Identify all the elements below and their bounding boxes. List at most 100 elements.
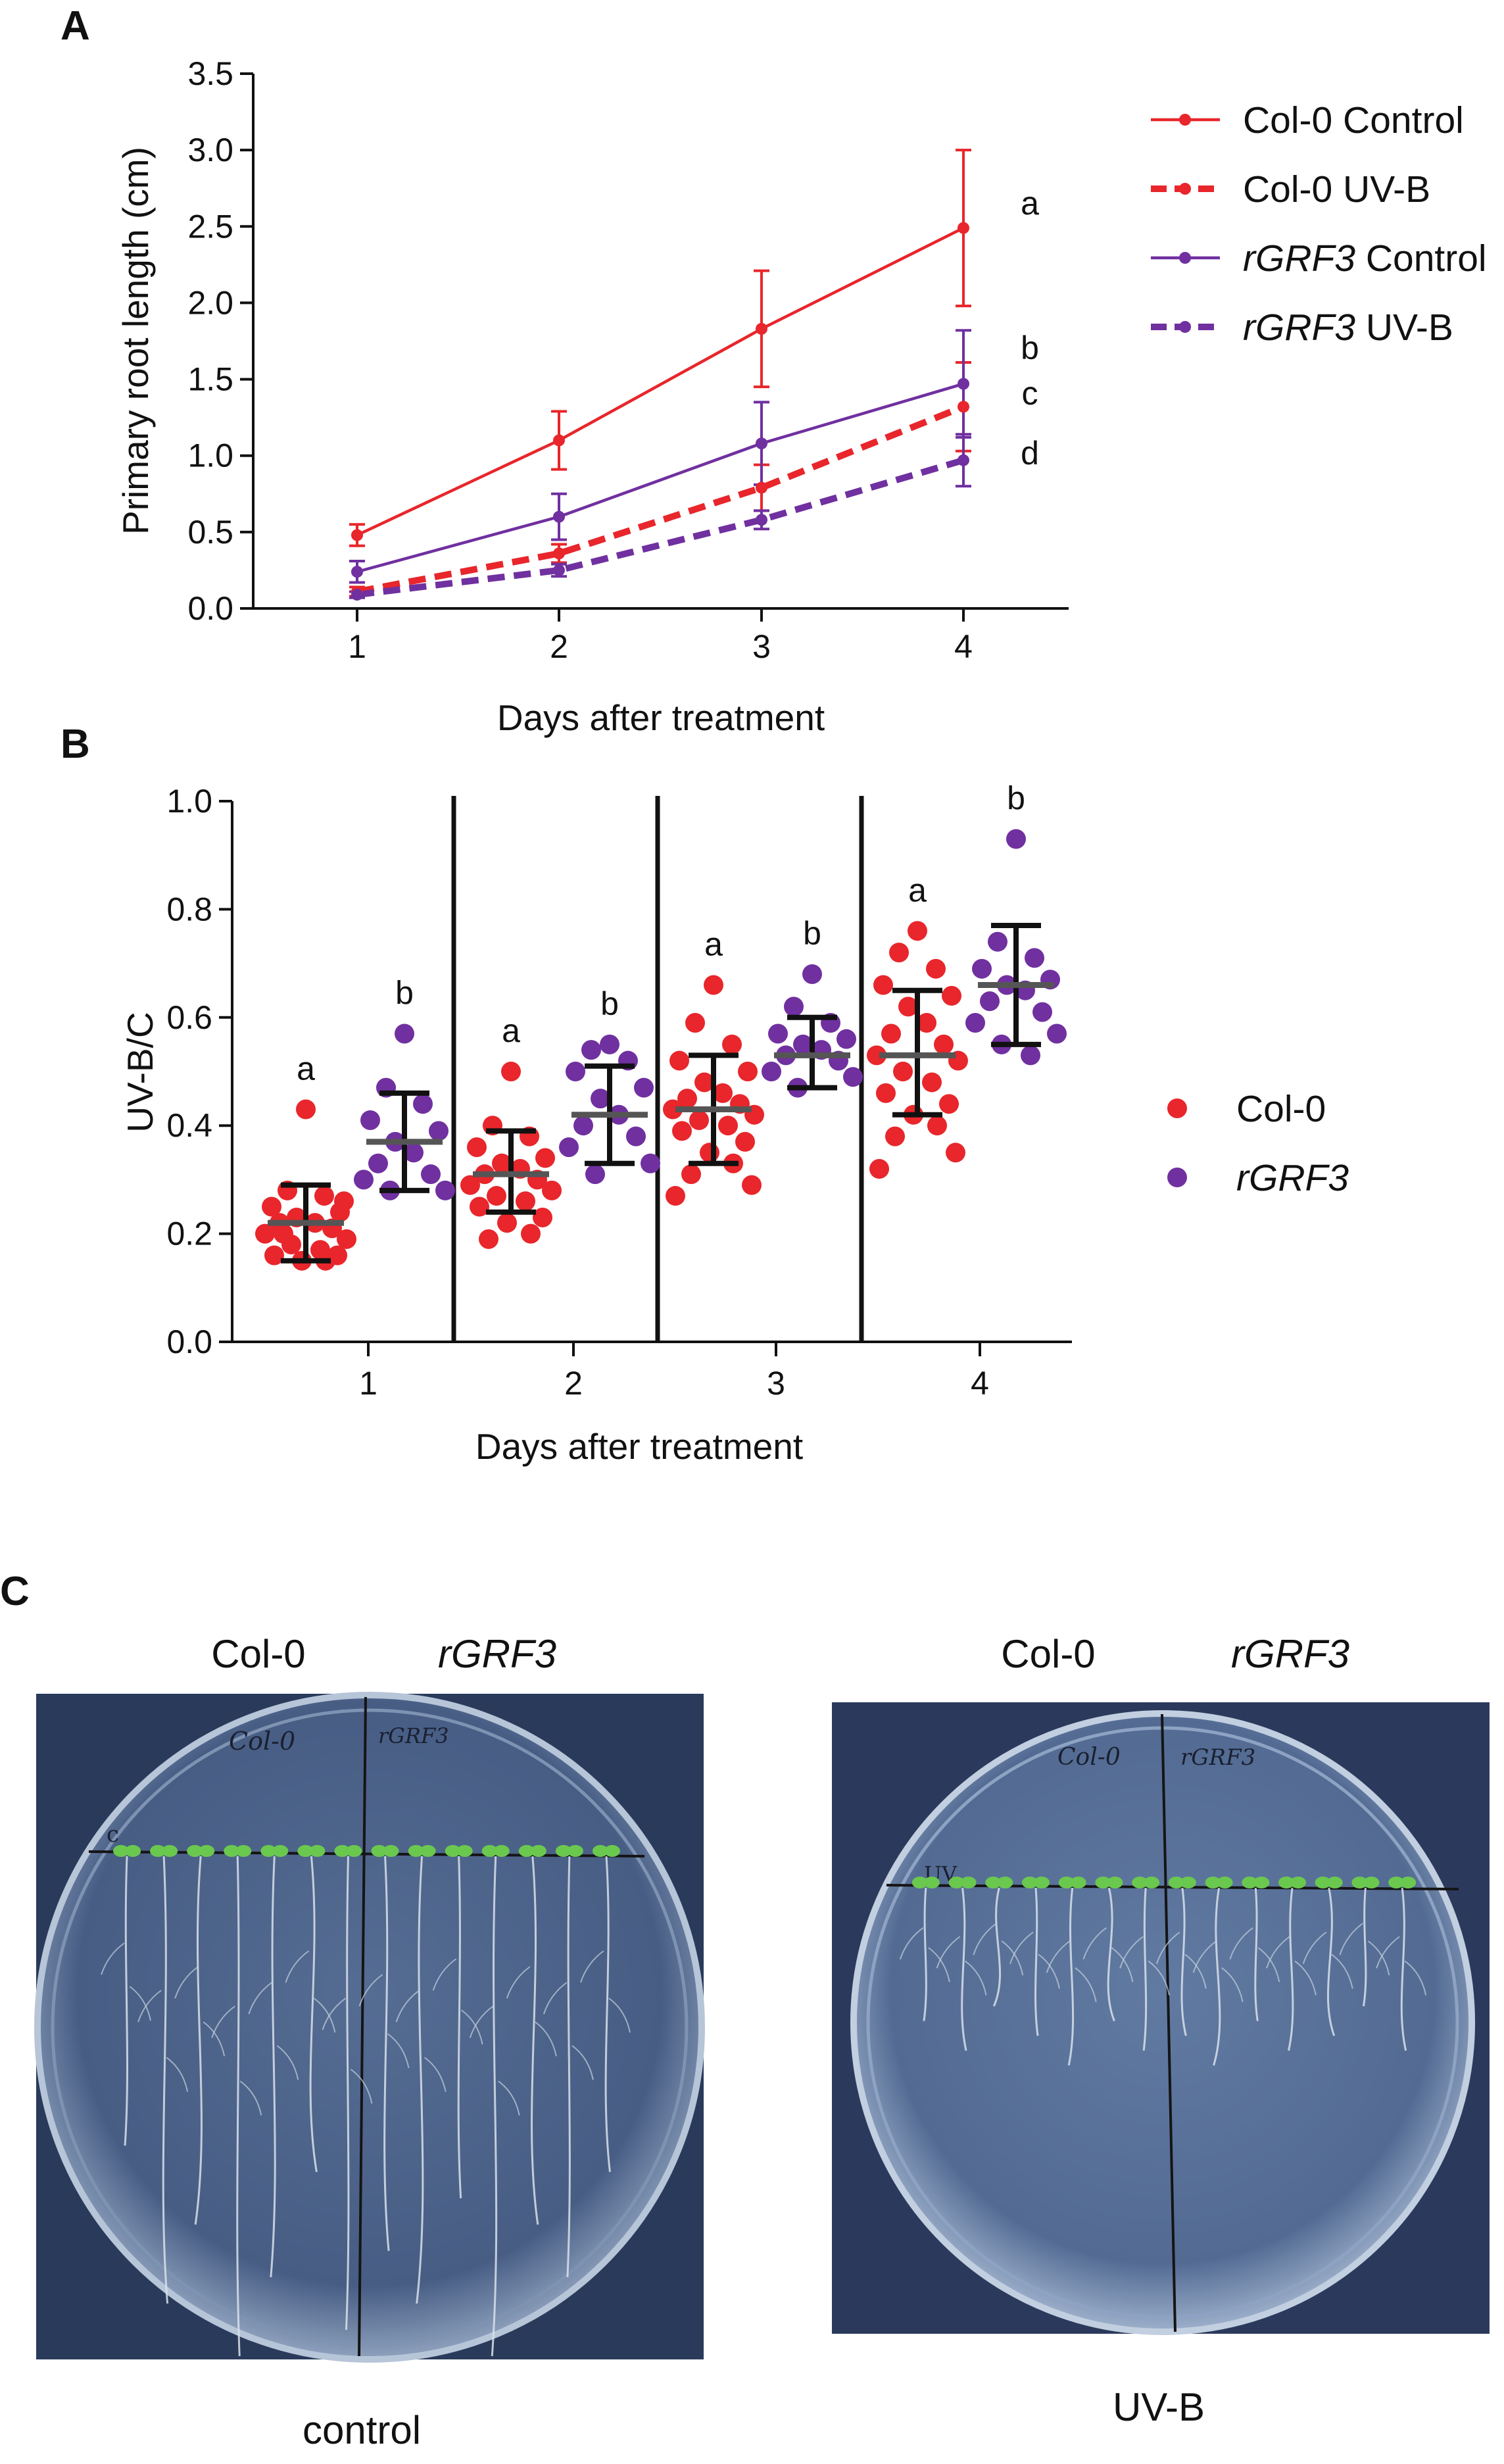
chart-a-point bbox=[958, 401, 969, 413]
panel-c-label: C bbox=[0, 1569, 30, 1614]
chart-b-significance-letter: a bbox=[297, 1050, 315, 1087]
chart-a-significance-letter: b bbox=[1021, 330, 1039, 366]
petri-dish-left-rim bbox=[51, 1708, 689, 2346]
seedling-cotyledon bbox=[1363, 1877, 1380, 1888]
chart-b-point bbox=[942, 985, 961, 1006]
chart-a-significance-letter: a bbox=[1021, 185, 1039, 222]
chart-b-point bbox=[1032, 1002, 1052, 1022]
seedling-cotyledon bbox=[371, 1845, 387, 1857]
chart-b-point bbox=[479, 1229, 498, 1249]
chart-a-y-tick-label: 1.0 bbox=[187, 437, 233, 474]
seedling-lateral-root bbox=[1119, 1936, 1171, 1996]
seedling-cotyledon bbox=[1180, 1877, 1196, 1888]
chart-a-series-line-1 bbox=[356, 403, 965, 595]
photo-left-col0-label: Col-0 bbox=[211, 1632, 305, 1676]
photo-left-caption: control bbox=[303, 2408, 421, 2452]
seedling-lateral-root bbox=[1229, 1927, 1280, 1983]
chart-a-legend-marker bbox=[1179, 183, 1191, 195]
chart-b-point bbox=[566, 1062, 585, 1081]
chart-b-x-tick-label: 1 bbox=[359, 1365, 377, 1402]
seedling-cotyledon bbox=[1132, 1877, 1148, 1888]
chart-a-series-line-2 bbox=[356, 382, 964, 574]
seedling-root bbox=[1254, 1887, 1259, 2021]
seedling-cotyledon bbox=[297, 1845, 314, 1857]
chart-b-point bbox=[784, 997, 804, 1017]
seedling-root bbox=[992, 1887, 1002, 2007]
chart-b-point bbox=[742, 1175, 762, 1195]
seedling-lateral-root bbox=[1302, 1931, 1353, 1989]
seedling-root bbox=[270, 1856, 276, 2278]
chart-b-point bbox=[704, 975, 723, 995]
chart-b-point bbox=[917, 1013, 936, 1033]
petri-dish-right bbox=[850, 1710, 1475, 2335]
plate-left-vertical-marker-line bbox=[358, 1696, 367, 2357]
chart-b-significance-letter: b bbox=[803, 915, 821, 952]
chart-b-point bbox=[1021, 1045, 1040, 1066]
chart-b-legend-marker bbox=[1167, 1168, 1187, 1187]
seedling-lateral-root bbox=[322, 1998, 373, 2104]
seedling-lateral-root bbox=[395, 1990, 447, 2092]
chart-a-legend: Col-0 Control Col-0 UV-B rGRF3 Control rGRF… bbox=[1151, 99, 1487, 349]
plate-left-writing-col0: Col-0 bbox=[229, 1727, 295, 1756]
chart-a-point bbox=[756, 481, 767, 494]
seedling-cotyledon bbox=[1107, 1877, 1123, 1888]
chart-b-point bbox=[573, 1116, 593, 1136]
chart-b-point bbox=[793, 1034, 813, 1054]
chart-b-point bbox=[559, 1137, 579, 1158]
chart-a-x-tick-label: 4 bbox=[954, 628, 973, 665]
chart-a-point bbox=[553, 434, 565, 447]
chart-b-point bbox=[876, 1083, 896, 1103]
chart-b-point bbox=[591, 1089, 610, 1109]
chart-a-point bbox=[351, 566, 363, 578]
seedling-cotyledon bbox=[199, 1845, 215, 1857]
chart-a-series-line-0 bbox=[356, 226, 965, 537]
plate-right-writing-rgrf3: rGRF3 bbox=[1180, 1744, 1255, 1771]
chart-b-point bbox=[274, 1223, 293, 1244]
seedling-cotyledon bbox=[162, 1845, 178, 1857]
chart-b-point bbox=[521, 1223, 541, 1244]
chart-b-point bbox=[672, 1121, 692, 1141]
chart-b-point bbox=[467, 1137, 487, 1158]
seedling-root bbox=[1107, 1887, 1115, 2022]
seedling-cotyledon bbox=[1034, 1877, 1050, 1888]
seedling-lateral-root bbox=[936, 1936, 987, 1996]
seedling-cotyledon bbox=[1278, 1877, 1294, 1888]
seedling-root bbox=[1180, 1887, 1187, 2036]
chart-b-x-tick-label: 4 bbox=[971, 1365, 989, 1402]
chart-b-point bbox=[762, 1062, 781, 1081]
seedling-root bbox=[491, 1856, 498, 2357]
seedling-cotyledon bbox=[1388, 1877, 1405, 1888]
chart-b-x-axis-title: Days after treatment bbox=[475, 1426, 803, 1467]
chart-a-point bbox=[756, 437, 767, 450]
chart-b-point bbox=[922, 1072, 942, 1093]
chart-a-y-tick-label: 1.5 bbox=[187, 361, 233, 398]
seedling-lateral-root bbox=[543, 1982, 594, 2081]
chart-b-point bbox=[421, 1164, 441, 1185]
chart-b-point bbox=[972, 958, 992, 979]
chart-b-point bbox=[898, 997, 918, 1017]
seedling-cotyledon bbox=[334, 1845, 351, 1857]
chart-b-point bbox=[600, 1034, 619, 1054]
seedling-cotyledon bbox=[383, 1845, 399, 1857]
chart-b-point bbox=[926, 958, 946, 979]
seedling-root bbox=[383, 1856, 390, 2252]
chart-b-point bbox=[360, 1110, 380, 1130]
chart-b-point bbox=[337, 1229, 356, 1249]
chart-b-point bbox=[368, 1153, 388, 1173]
seedling-cotyledon bbox=[567, 1845, 583, 1857]
plate-right-writing-col0: Col-0 bbox=[1057, 1744, 1121, 1771]
chart-a-y-tick-label: 2.0 bbox=[187, 284, 233, 321]
seedling-lateral-root bbox=[211, 2006, 262, 2116]
chart-b-point bbox=[939, 1094, 959, 1114]
seedling-lateral-root bbox=[358, 1974, 410, 2069]
seedling-lateral-root bbox=[506, 1966, 557, 2057]
chart-a-point bbox=[351, 589, 363, 601]
chart-b-y-tick-label: 0.4 bbox=[166, 1107, 212, 1144]
chart-b-point bbox=[677, 1089, 697, 1109]
seedling-cotyledon bbox=[1315, 1877, 1331, 1888]
seedling-lateral-root bbox=[248, 1982, 299, 2081]
chart-b-legend: Col-0 rGRF3 bbox=[1167, 1088, 1349, 1199]
seedling-lateral-root bbox=[1192, 1940, 1244, 2002]
seedling-lateral-root bbox=[101, 1942, 152, 2021]
